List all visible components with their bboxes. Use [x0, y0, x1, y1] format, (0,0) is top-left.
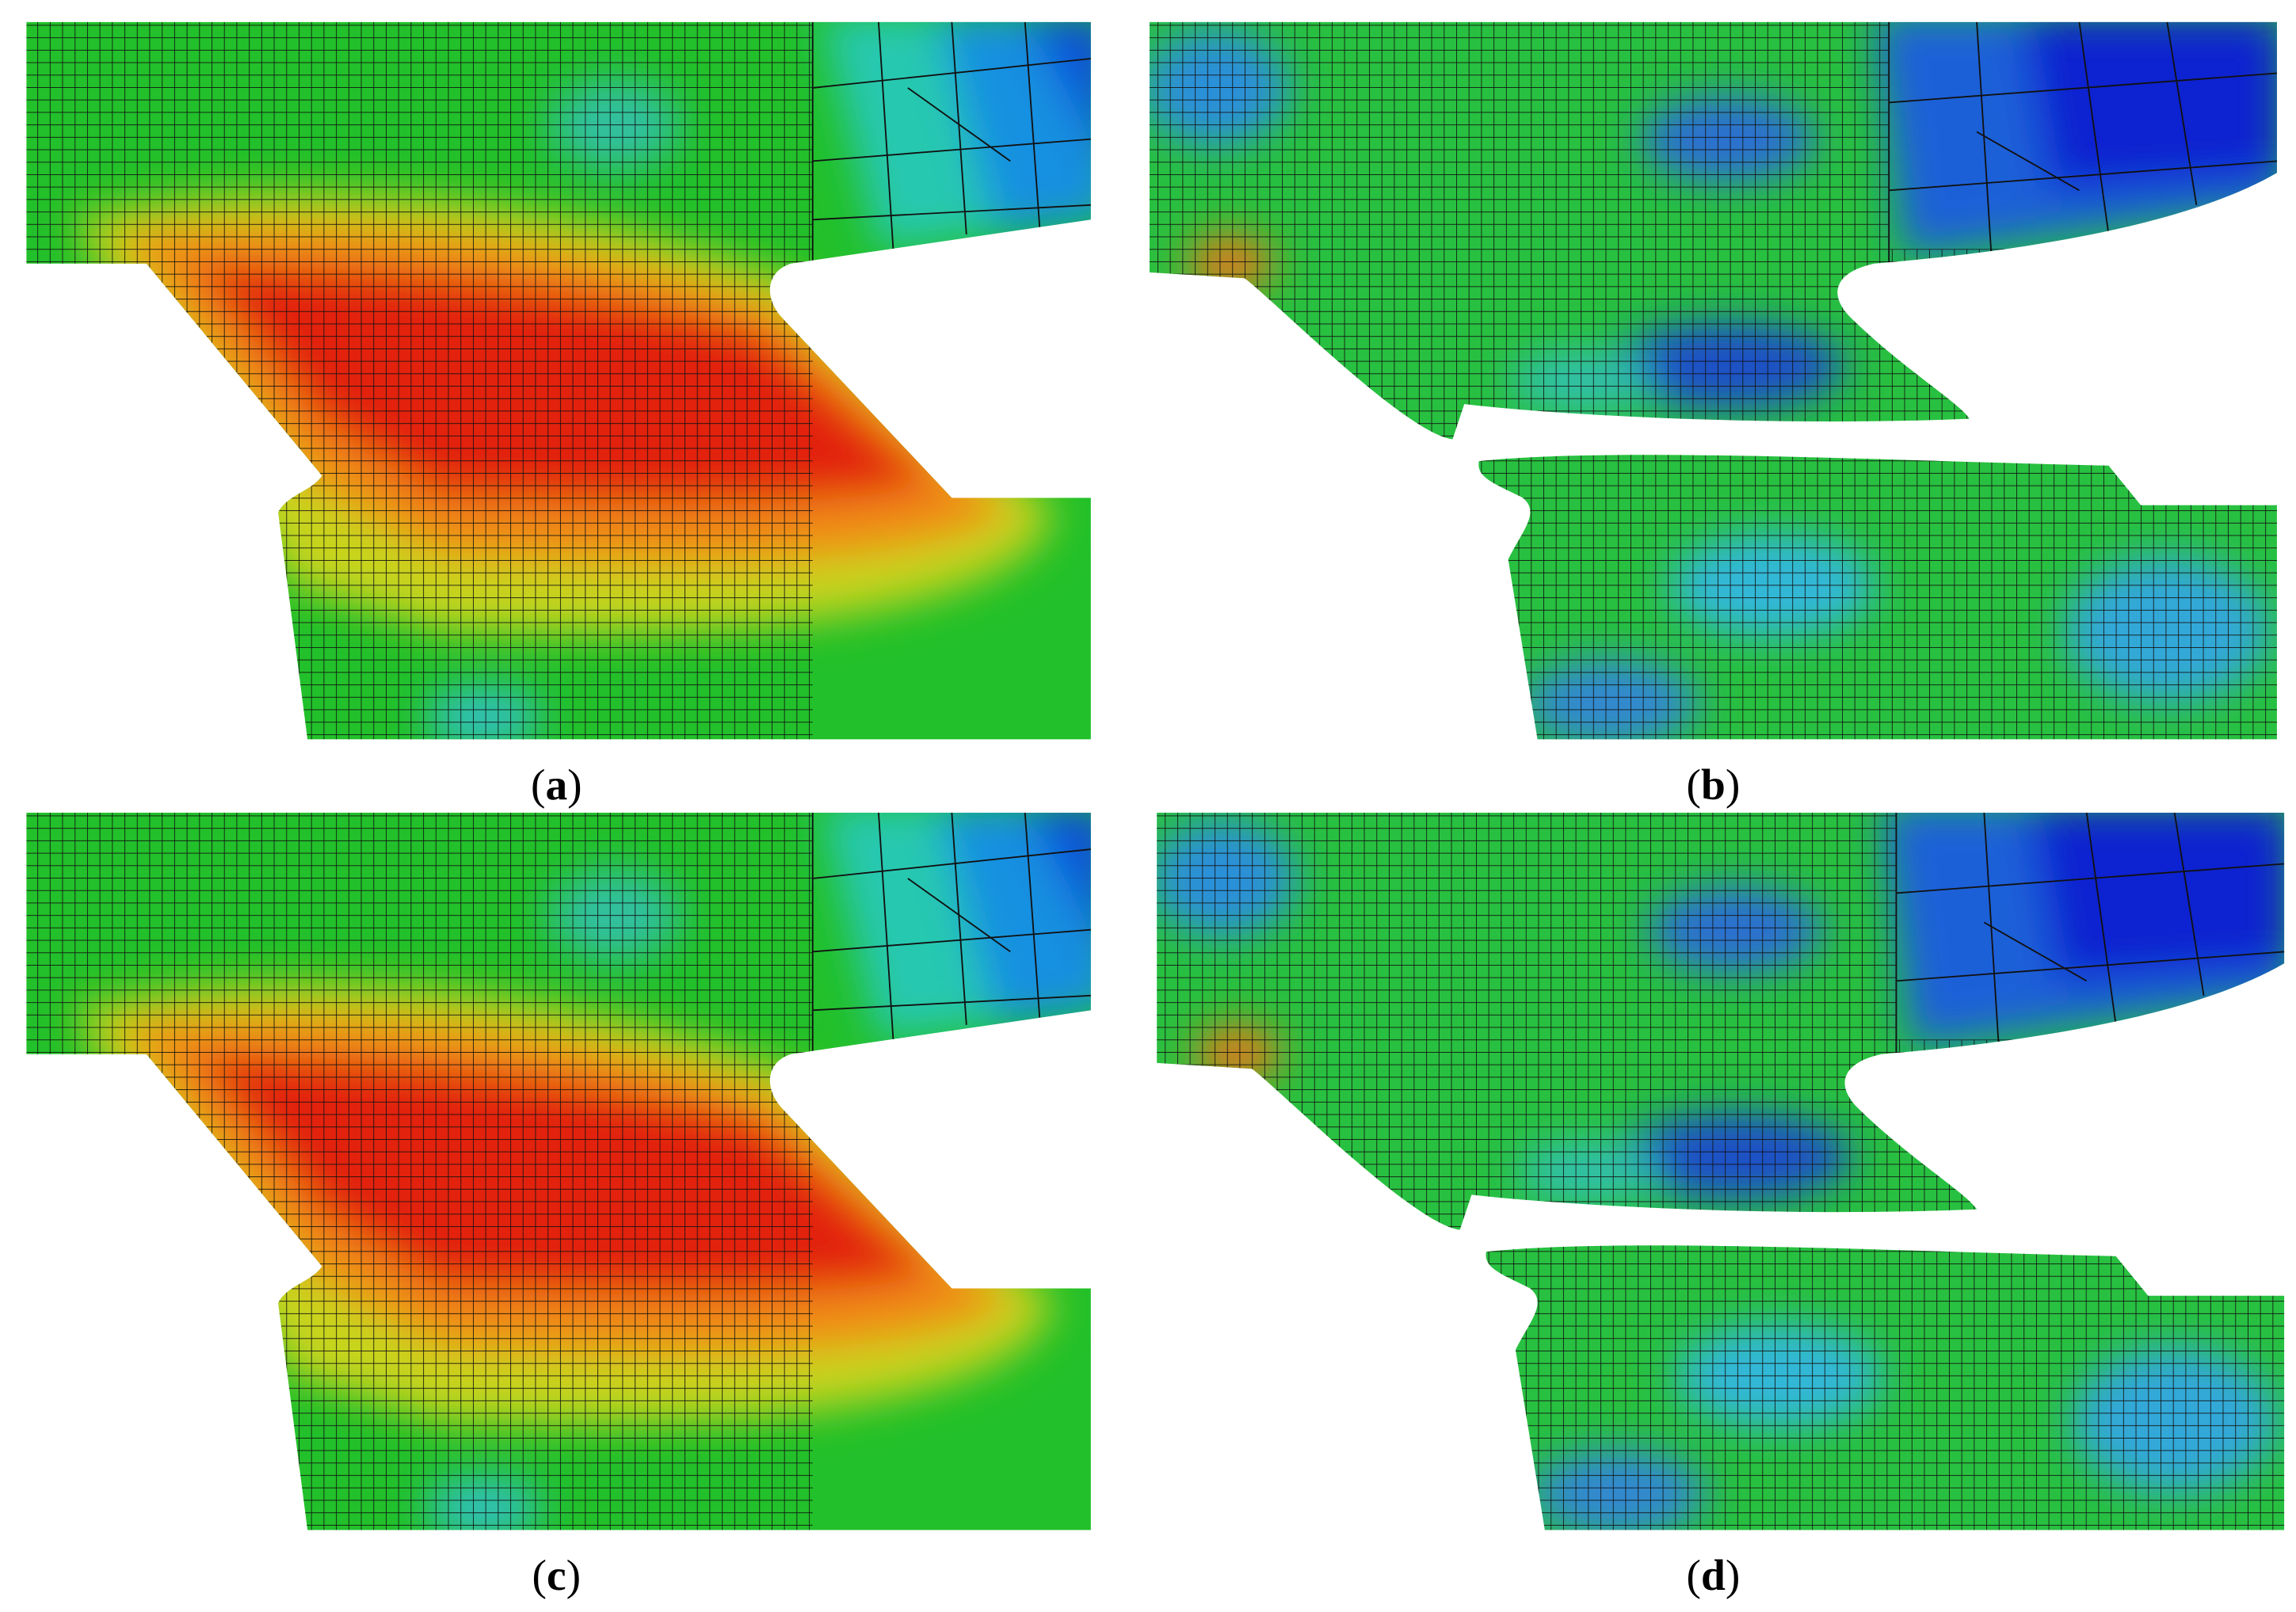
- label-close: ): [1726, 1551, 1740, 1599]
- label-open: (: [531, 760, 545, 809]
- panel-d: [1135, 791, 2296, 1552]
- label-letter: c: [547, 1551, 566, 1599]
- label-open: (: [532, 1551, 547, 1599]
- label-letter: b: [1701, 760, 1726, 809]
- panel-label: (b): [1687, 760, 1741, 809]
- panel-c: [0, 791, 1113, 1552]
- panel-b: [1127, 0, 2296, 761]
- label-close: ): [1726, 760, 1740, 809]
- label-close: ): [566, 1551, 581, 1599]
- panel-label: (a): [531, 760, 582, 809]
- label-letter: d: [1701, 1551, 1726, 1599]
- panel-label: (d): [1687, 1551, 1741, 1599]
- label-open: (: [1687, 760, 1701, 809]
- panel-a: [0, 0, 1113, 761]
- panel-label: (c): [532, 1551, 582, 1599]
- label-close: ): [567, 760, 582, 809]
- label-open: (: [1687, 1551, 1701, 1599]
- label-letter: a: [545, 760, 567, 809]
